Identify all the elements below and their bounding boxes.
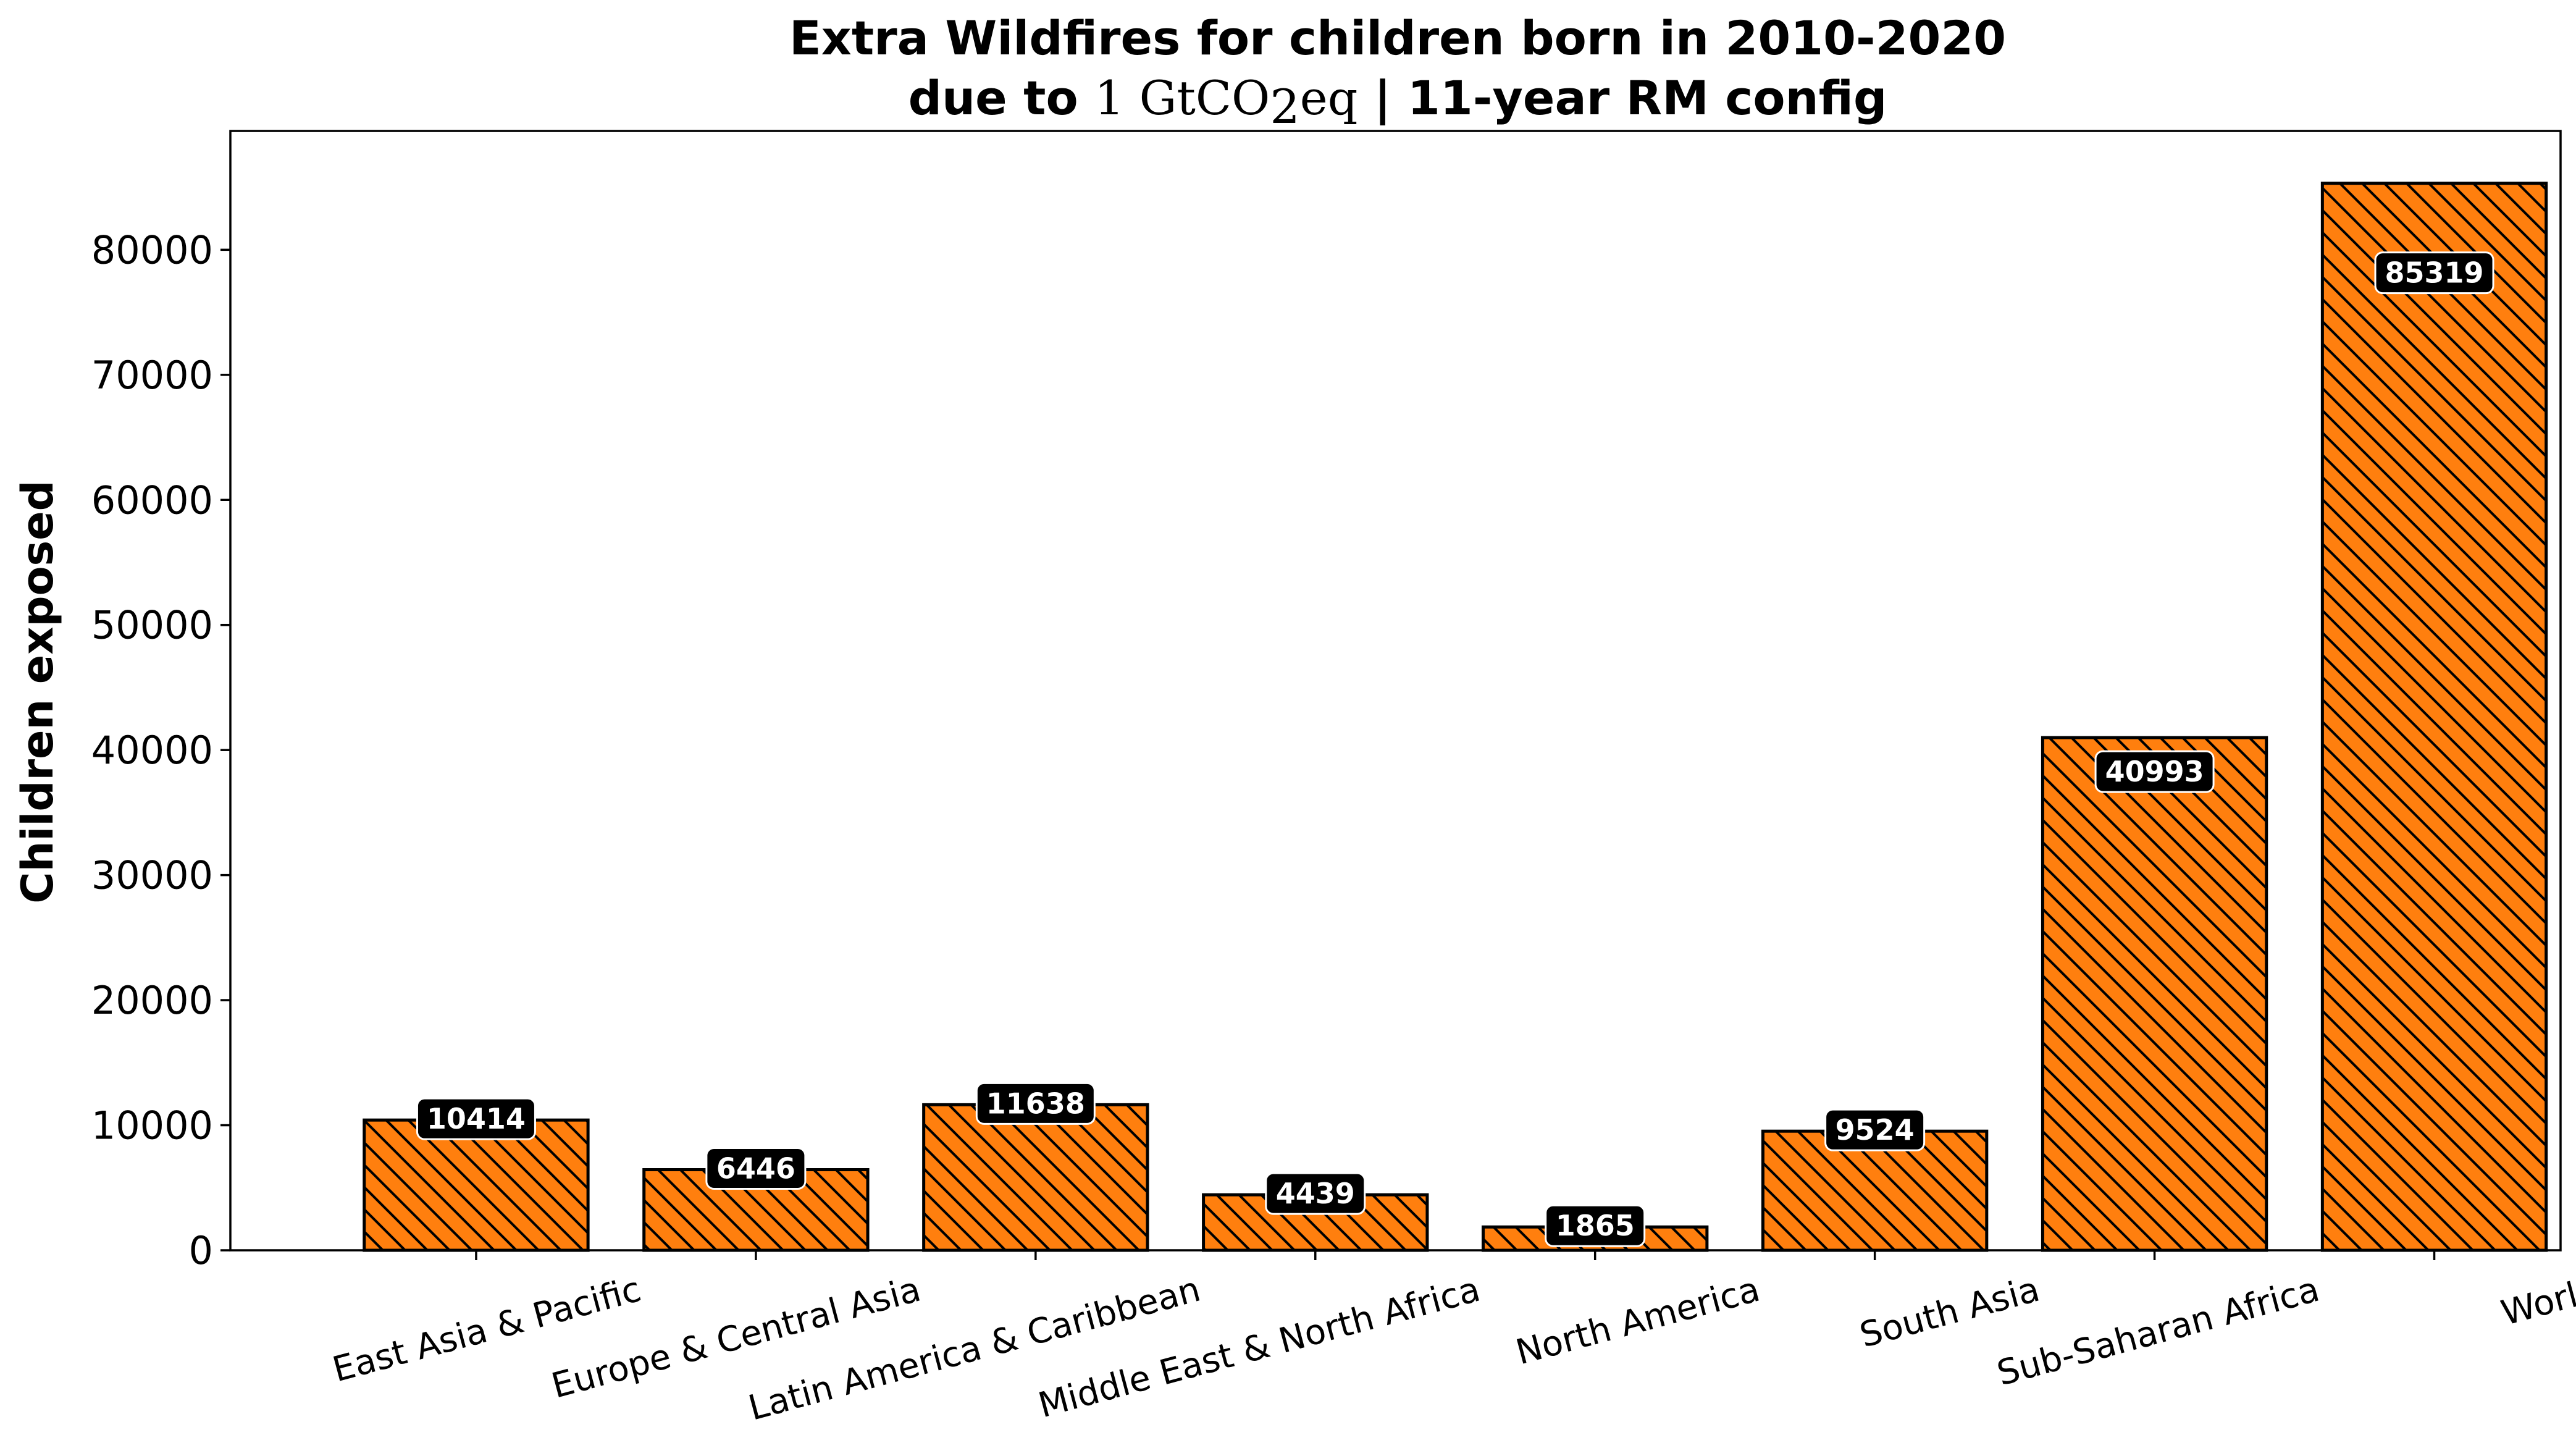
bar (363, 1118, 590, 1252)
x-tick-label: Latin America & Caribbean (744, 1269, 1204, 1429)
plot-frame (229, 130, 2562, 1252)
value-label: 85319 (2385, 256, 2484, 290)
title-unit-end: eq (1300, 70, 1358, 125)
y-axis: 0 10000 20000 30000 40000 50000 60000 70000 8000… (91, 227, 230, 1273)
title-unit: GtCO (1139, 70, 1270, 125)
title-unit-subscript: 2 (1270, 79, 1299, 134)
value-label-box (705, 1147, 807, 1190)
chart-title-line1: Extra Wildfires for children born in 201… (789, 11, 2006, 65)
bar (2320, 182, 2548, 1252)
title-prefix: due to (908, 70, 1095, 125)
title-amount: 1 (1094, 70, 1124, 125)
bars-layer (363, 182, 2548, 1252)
y-tick-label: 40000 (91, 728, 213, 773)
x-tick-label: World (2497, 1269, 2576, 1334)
x-tick-label: North America (1512, 1269, 1764, 1373)
value-label-box (1545, 1204, 1646, 1247)
y-axis-label: Children exposed (12, 480, 63, 904)
y-tick-label: 0 (189, 1228, 213, 1273)
value-label-box (2094, 750, 2215, 793)
value-label: 10414 (427, 1102, 526, 1135)
value-label: 40993 (2105, 755, 2204, 788)
bar (2041, 736, 2268, 1252)
value-label-box (1824, 1108, 1926, 1151)
y-tick-label: 80000 (91, 227, 213, 272)
value-label-box (975, 1082, 1096, 1125)
y-tick-label: 70000 (91, 353, 213, 398)
x-tick-label: South Asia (1856, 1269, 2044, 1356)
y-tick-label: 20000 (91, 978, 213, 1023)
y-tick-label: 10000 (91, 1103, 213, 1148)
title-suffix: | 11-year RM config (1357, 70, 1887, 126)
value-label: 6446 (716, 1151, 795, 1185)
y-tick-label: 30000 (91, 853, 213, 898)
y-tick-label: 60000 (91, 478, 213, 523)
x-tick-label: Sub-Saharan Africa (1993, 1269, 2323, 1394)
y-tick-label: 50000 (91, 603, 213, 648)
chart-title-line2: due to 1 GtCO2eq | 11-year RM config (908, 70, 1887, 134)
value-label-box (416, 1097, 536, 1140)
value-labels-layer: 10414 6446 11638 4439 1865 9524 40993 85319 (416, 251, 2494, 1247)
value-label: 1865 (1556, 1209, 1635, 1242)
value-label: 11638 (986, 1087, 1085, 1120)
value-label-box (2374, 251, 2494, 295)
value-label: 4439 (1276, 1177, 1355, 1210)
x-tick-label: Middle East & North Africa (1034, 1269, 1485, 1426)
value-label-box (1265, 1172, 1366, 1215)
value-label: 9524 (1836, 1113, 1915, 1147)
bar (922, 1103, 1149, 1252)
